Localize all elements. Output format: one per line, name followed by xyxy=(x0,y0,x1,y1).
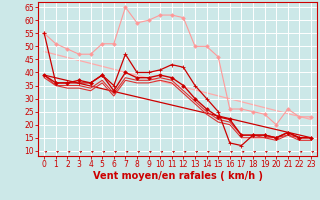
X-axis label: Vent moyen/en rafales ( km/h ): Vent moyen/en rafales ( km/h ) xyxy=(92,171,263,181)
